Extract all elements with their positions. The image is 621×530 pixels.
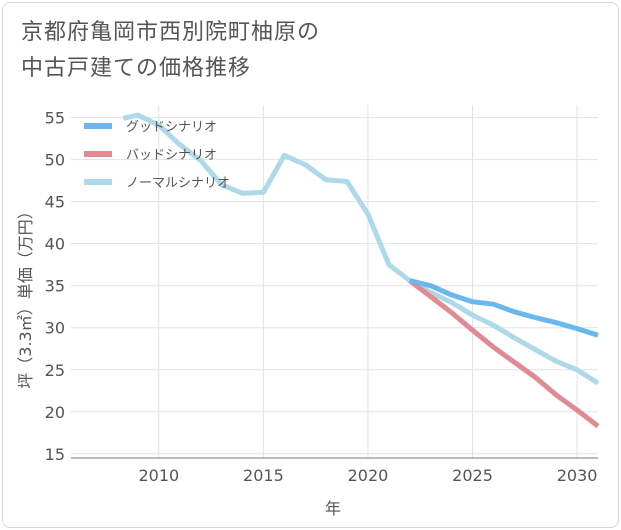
y-tick-label: 15 xyxy=(45,445,65,464)
y-tick-label: 35 xyxy=(45,277,65,296)
x-axis-label: 年 xyxy=(325,499,341,518)
legend-label: ノーマルシナリオ xyxy=(126,176,230,191)
y-tick-label: 25 xyxy=(45,361,65,380)
x-tick-label: 2015 xyxy=(243,466,284,485)
series-line-bad xyxy=(408,278,600,429)
chart-title: 京都府亀岡市西別院町柚原の 中古戸建ての価格推移 xyxy=(21,15,601,87)
x-tick-label: 2010 xyxy=(138,466,179,485)
y-tick-label: 30 xyxy=(45,319,65,338)
x-tick-label: 2020 xyxy=(348,466,389,485)
x-tick-label: 2030 xyxy=(557,466,598,485)
y-tick-label: 40 xyxy=(45,235,65,254)
y-axis-label: 坪（3.3㎡）単価（万円） xyxy=(16,203,35,388)
chart-title-line-1: 京都府亀岡市西別院町柚原の xyxy=(21,20,321,45)
y-tick-label: 45 xyxy=(45,193,65,212)
legend-label: グッドシナリオ xyxy=(126,120,217,135)
y-tick-label: 20 xyxy=(45,403,65,422)
series-line-normal xyxy=(122,112,600,386)
legend-label: バッドシナリオ xyxy=(126,148,217,163)
series-line-good xyxy=(409,278,599,338)
chart-series xyxy=(122,112,600,429)
y-tick-label: 55 xyxy=(45,109,65,128)
chart-grid xyxy=(71,105,598,458)
x-tick-label: 2025 xyxy=(452,466,493,485)
y-tick-label: 50 xyxy=(45,151,65,170)
chart-title-line-2: 中古戸建ての価格推移 xyxy=(21,56,252,81)
